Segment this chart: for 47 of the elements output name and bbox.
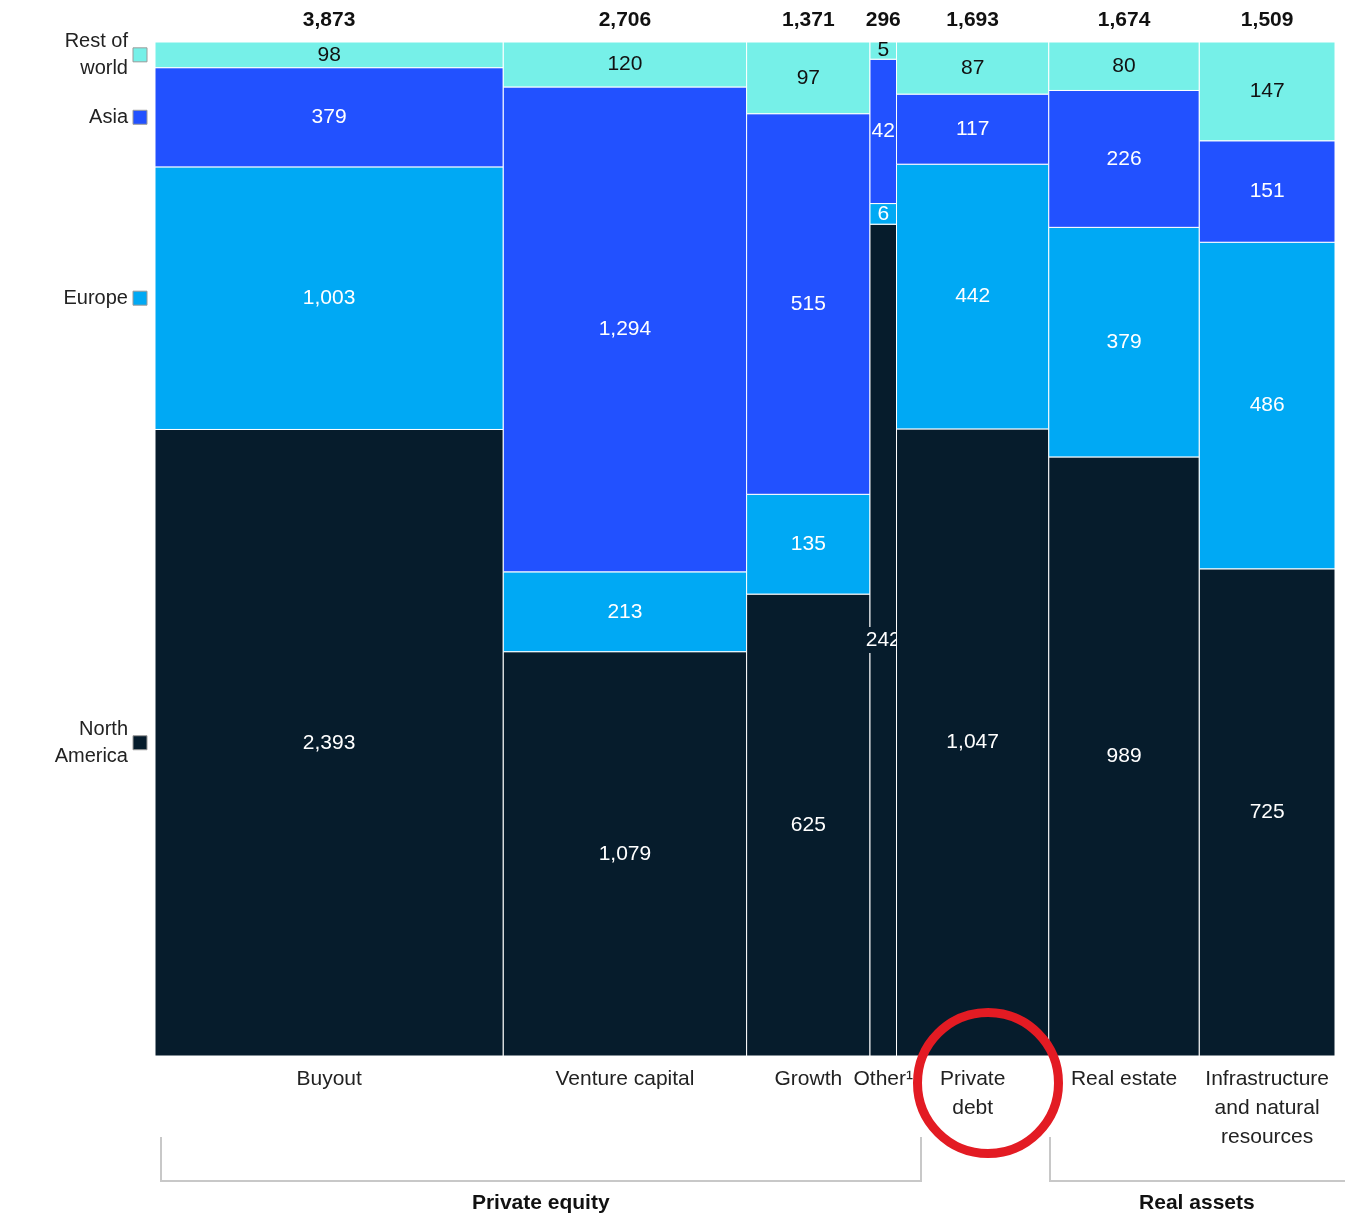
category-label: Venture capital xyxy=(555,1065,695,1089)
category-label: Infrastructure and natural resources xyxy=(1205,1065,1330,1147)
data-label: 80 xyxy=(1112,53,1136,77)
data-label: 42 xyxy=(871,118,895,142)
data-label: 1,047 xyxy=(946,729,999,753)
data-label: 97 xyxy=(796,64,820,88)
text: Private equity xyxy=(471,1189,610,1213)
data-label: 486 xyxy=(1249,392,1285,416)
category-label: Real estate xyxy=(1070,1065,1178,1089)
legend-label: Asia xyxy=(89,104,129,127)
text: 3,873 xyxy=(302,6,356,30)
data-label: 725 xyxy=(1249,799,1285,823)
text: 1,674 xyxy=(1097,6,1151,30)
text: 1,371 xyxy=(782,6,835,30)
data-label: 120 xyxy=(607,51,643,75)
data-label: 379 xyxy=(1106,328,1142,352)
data-label: 213 xyxy=(607,598,643,622)
text: 2,706 xyxy=(598,6,652,30)
legend-label: Rest of world xyxy=(64,28,129,78)
text: 296 xyxy=(865,6,901,30)
data-label: 379 xyxy=(311,104,347,128)
legend-label: Europe xyxy=(63,285,128,308)
data-label: 98 xyxy=(317,41,341,65)
data-label: 226 xyxy=(1106,145,1142,169)
legend-label: North America xyxy=(54,716,129,766)
data-label: 87 xyxy=(960,54,985,78)
data-label: 151 xyxy=(1249,178,1285,202)
category-label: Private debt xyxy=(939,1065,1006,1118)
data-label: 1,079 xyxy=(598,840,652,864)
data-label: 515 xyxy=(790,290,826,314)
category-label: Other¹ xyxy=(853,1065,914,1089)
text: 1,509 xyxy=(1240,6,1294,30)
data-label: 147 xyxy=(1249,78,1285,102)
data-label: 117 xyxy=(955,115,990,139)
data-label: 625 xyxy=(790,811,826,835)
data-label: 989 xyxy=(1106,743,1142,767)
text: 1,693 xyxy=(946,6,999,30)
category-label: Buyout xyxy=(296,1065,362,1089)
text: Real assets xyxy=(1139,1189,1255,1213)
data-label: 135 xyxy=(790,530,826,554)
data-label: 1,294 xyxy=(598,316,652,340)
data-label: 5 xyxy=(877,37,890,61)
data-label: 6 xyxy=(877,200,890,224)
category-label: Growth xyxy=(774,1065,843,1089)
data-label: 442 xyxy=(955,283,991,307)
data-label: 2,393 xyxy=(302,729,356,753)
data-label: 1,003 xyxy=(302,284,356,308)
